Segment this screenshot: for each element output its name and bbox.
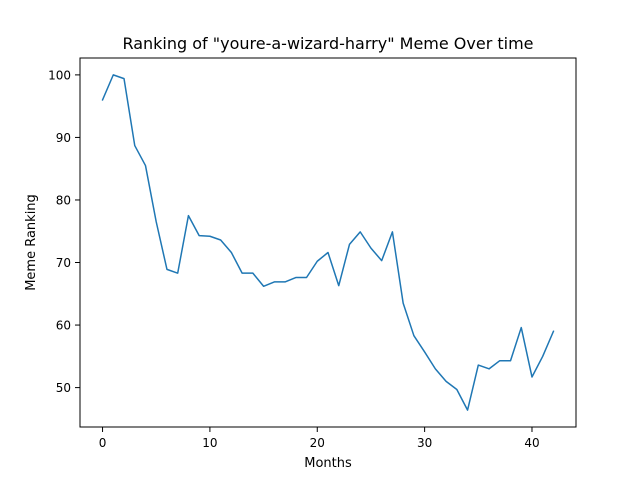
x-tick-label-0: 0: [99, 436, 107, 450]
y-tick-label-80: 80: [56, 193, 71, 207]
series-line-0: [101, 74, 555, 411]
x-tick-label-40: 40: [524, 436, 539, 450]
x-tick-label-10: 10: [202, 436, 217, 450]
chart-title: Ranking of "youre-a-wizard-harry" Meme O…: [122, 34, 533, 53]
axes-frame: [79, 57, 577, 428]
x-tick-label-30: 30: [417, 436, 432, 450]
y-tick-label-70: 70: [56, 256, 71, 270]
x-tick-label-20: 20: [310, 436, 325, 450]
x-axis-label: Months: [304, 456, 352, 471]
y-axis-label: Meme Ranking: [24, 194, 39, 291]
y-tick-label-50: 50: [56, 381, 71, 395]
y-tick-label-60: 60: [56, 319, 71, 333]
y-tick-label-90: 90: [56, 131, 71, 145]
plot-area: [101, 74, 555, 411]
y-tick-label-100: 100: [48, 68, 71, 82]
tick-group: 0 10 20 30 40 50 60 70 80 90 100: [48, 68, 540, 450]
